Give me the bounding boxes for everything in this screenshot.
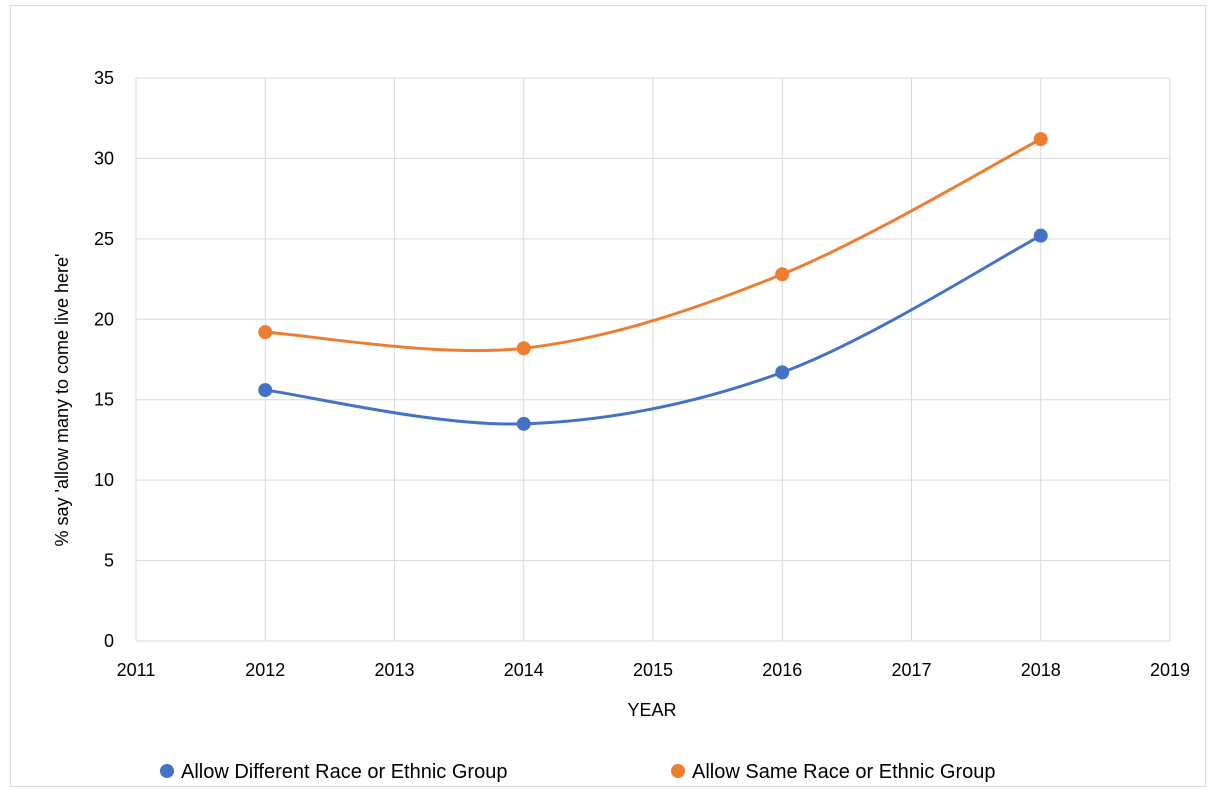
x-tick-label: 2017: [891, 660, 931, 680]
chart-frame: [10, 5, 1206, 787]
x-tick-label: 2013: [374, 660, 414, 680]
data-point: [775, 365, 790, 380]
gridlines: [135, 77, 1171, 642]
legend-label-same: Allow Same Race or Ethnic Group: [692, 761, 995, 783]
data-point: [1033, 132, 1048, 147]
series-0: [258, 228, 1048, 431]
data-point: [516, 341, 531, 356]
x-axis-ticks: 2011 2012 2013 2014 2015 2016 2017 2018 2019: [117, 660, 1190, 680]
x-tick-label: 2016: [762, 660, 802, 680]
legend-marker-different: [160, 764, 174, 778]
series-layer: [258, 132, 1048, 431]
y-tick-label: 10: [94, 470, 114, 490]
legend: Allow Different Race or Ethnic Group All…: [160, 761, 995, 783]
x-tick-label: 2012: [245, 660, 285, 680]
x-axis-title: YEAR: [627, 700, 676, 720]
x-tick-label: 2019: [1150, 660, 1190, 680]
y-tick-label: 30: [94, 148, 114, 168]
legend-item-different: Allow Different Race or Ethnic Group: [160, 761, 507, 783]
y-tick-label: 35: [94, 68, 114, 88]
data-point: [775, 267, 790, 282]
y-tick-label: 20: [94, 309, 114, 329]
y-tick-label: 25: [94, 229, 114, 249]
x-tick-label: 2011: [117, 660, 156, 680]
legend-marker-same: [671, 764, 685, 778]
x-tick-label: 2014: [504, 660, 544, 680]
y-axis-ticks: 0 5 10 15 20 25 30 35: [94, 68, 114, 651]
data-point: [1033, 228, 1048, 243]
series-1: [258, 132, 1048, 356]
y-axis-title: % say 'allow many to come live here': [52, 254, 72, 547]
legend-label-different: Allow Different Race or Ethnic Group: [181, 761, 507, 783]
y-tick-label: 5: [104, 551, 114, 571]
x-tick-label: 2015: [633, 660, 673, 680]
y-tick-label: 15: [94, 390, 114, 410]
data-point: [258, 325, 273, 340]
series-line: [265, 137, 1042, 353]
data-point: [516, 416, 531, 431]
x-tick-label: 2018: [1021, 660, 1061, 680]
series-line: [265, 234, 1042, 426]
legend-item-same: Allow Same Race or Ethnic Group: [671, 761, 995, 783]
y-tick-label: 0: [104, 631, 114, 651]
data-point: [258, 383, 273, 398]
